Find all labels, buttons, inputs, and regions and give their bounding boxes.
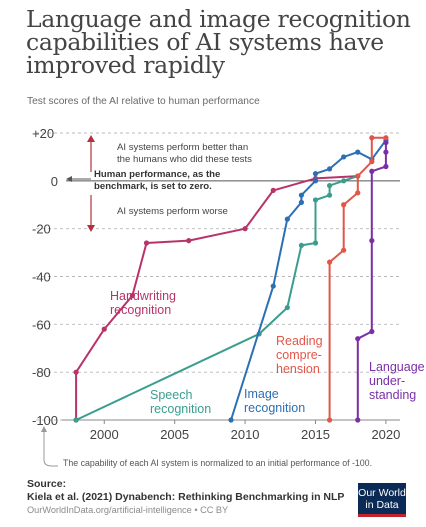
series-label: recognition	[110, 303, 171, 317]
data-point	[284, 304, 290, 311]
series-label: compre-	[276, 348, 322, 362]
data-point	[298, 192, 305, 198]
y-tick-label: +20	[32, 126, 54, 141]
data-point	[186, 238, 192, 244]
series-label: hension	[276, 362, 320, 376]
series-label: Language	[369, 360, 425, 374]
x-tick-label: 2010	[231, 427, 260, 442]
x-tick-label: 2000	[90, 427, 119, 442]
data-point	[383, 163, 389, 170]
data-point	[312, 178, 319, 184]
data-point	[341, 202, 347, 208]
series-label: standing	[369, 388, 416, 402]
data-point	[383, 149, 389, 155]
x-tick-label: 2005	[160, 427, 189, 442]
data-point	[326, 166, 333, 172]
source-text: Kiela et al. (2021) Dynabench: Rethinkin…	[27, 491, 345, 503]
series-line	[75, 175, 359, 421]
worse-arrowhead	[87, 225, 95, 232]
data-point	[298, 199, 305, 205]
chart-subtitle: Test scores of the AI relative to human …	[27, 96, 260, 107]
source-label: Source:	[27, 478, 67, 490]
y-tick-label: -40	[32, 270, 51, 285]
series-line	[75, 175, 358, 420]
source-url: OurWorldInData.org/artificial-intelligen…	[27, 505, 229, 515]
data-point	[326, 192, 333, 198]
y-tick-label: -100	[32, 413, 58, 428]
annotation-worse: AI systems perform worse	[117, 206, 228, 217]
series-label: Reading	[276, 334, 323, 348]
data-point	[341, 154, 347, 160]
axis-layer: +20 0 -20 -40 -60 -80 -100 2000 2005 2010 2015 2020	[32, 126, 400, 442]
data-point	[284, 216, 290, 222]
annotation-human-line1: Human performance, as the	[94, 169, 220, 180]
data-point	[242, 226, 248, 232]
data-point	[270, 187, 276, 193]
annotation-better-line2: the humans who did these tests	[117, 154, 252, 165]
data-point	[312, 171, 319, 177]
data-point	[355, 173, 361, 179]
series-line	[230, 139, 387, 421]
series-label: Speech	[150, 388, 192, 402]
data-point	[129, 293, 136, 299]
data-point	[326, 417, 333, 423]
data-point	[369, 168, 375, 174]
x-tick-label: 2015	[301, 427, 330, 442]
data-point	[355, 336, 361, 342]
series-label: recognition	[244, 401, 305, 415]
series-label: Image	[244, 387, 279, 401]
series-label: under-	[369, 374, 405, 388]
data-point	[326, 183, 333, 189]
footnote: The capability of each AI system is norm…	[63, 458, 373, 468]
annotation-human-line2: benchmark, is set to zero.	[94, 181, 212, 192]
y-tick-label: -80	[32, 365, 51, 380]
y-tick-label: -60	[32, 317, 51, 332]
data-point	[312, 197, 319, 203]
data-point	[369, 135, 375, 141]
series-label: recognition	[150, 402, 211, 416]
data-point	[312, 240, 319, 246]
data-point	[73, 417, 79, 423]
y-tick-label: -20	[32, 222, 51, 237]
series-layer	[73, 135, 389, 423]
data-point	[355, 417, 361, 423]
annotation-better-line1: AI systems perform better than	[117, 142, 248, 153]
data-point	[369, 328, 375, 335]
better-arrowhead	[87, 135, 95, 142]
x-tick-label: 2020	[371, 427, 400, 442]
annotation-layer: AI systems perform better than the human…	[41, 135, 252, 467]
data-point	[369, 159, 375, 165]
data-point	[143, 240, 150, 246]
data-point	[369, 238, 375, 244]
data-point	[228, 417, 234, 423]
data-point	[355, 149, 361, 155]
data-point	[73, 369, 79, 375]
chart-title: Language and image recognition capabilit…	[26, 5, 411, 79]
data-point	[326, 259, 333, 265]
y-tick-label: 0	[51, 174, 58, 189]
label-layer: HandwritingrecognitionSpeechrecognitionI…	[110, 289, 425, 416]
data-point	[298, 242, 305, 249]
data-point	[383, 135, 389, 141]
data-point	[341, 178, 347, 184]
series-label: Handwriting	[110, 289, 176, 303]
owid-logo[interactable]: Our World in Data	[358, 483, 406, 517]
data-point	[270, 283, 276, 289]
logo-line1: Our World	[358, 486, 406, 499]
footnote-bracket	[43, 430, 58, 467]
data-point	[355, 190, 361, 196]
footnote-arrowhead	[41, 426, 47, 432]
data-point	[101, 326, 107, 332]
logo-line2: in Data	[365, 498, 399, 511]
human-arrowhead	[66, 176, 72, 182]
data-point	[383, 139, 389, 146]
data-point	[341, 247, 347, 253]
